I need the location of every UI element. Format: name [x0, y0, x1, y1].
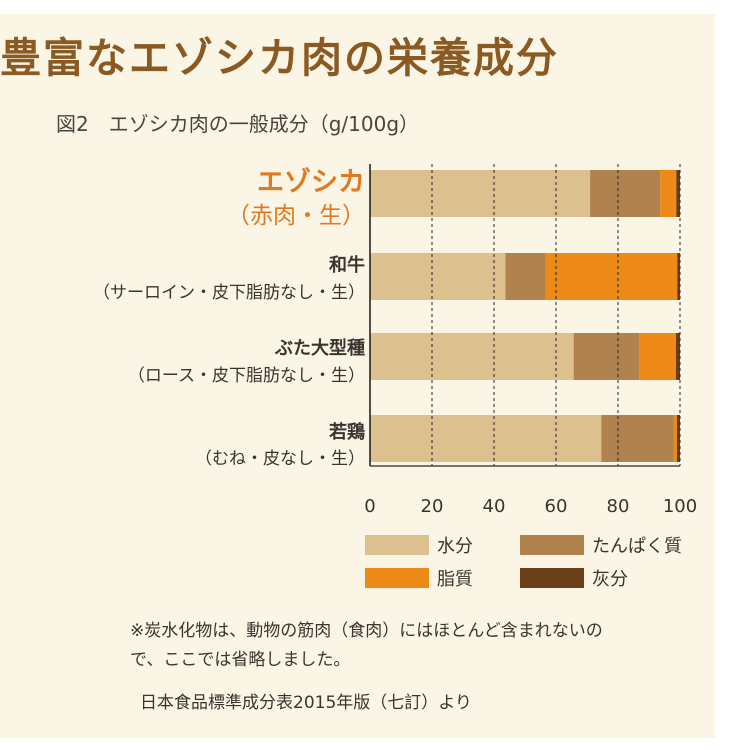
footnote-line-2: で、ここでは省略しました。: [130, 650, 351, 670]
row-label-chicken: 若鶏: [329, 422, 365, 443]
bar-segment-0-3: [676, 170, 680, 217]
bar-segment-2-1: [573, 333, 640, 380]
x-tick-label-0: 0: [364, 496, 375, 517]
bar-segment-1-1: [505, 253, 546, 300]
x-tick-label-60: 60: [545, 496, 568, 517]
bar-segment-0-2: [660, 170, 677, 217]
bar-segment-1-2: [545, 253, 678, 300]
legend-swatch-fat: [365, 568, 429, 588]
source-note: 日本食品標準成分表2015年版（七訂）より: [140, 693, 472, 713]
row-label-deer: エゾシカ: [257, 167, 365, 198]
bar-segment-2-0: [370, 333, 574, 380]
legend-label-water: 水分: [437, 536, 473, 557]
bar-segment-1-3: [677, 253, 680, 300]
legend-swatch-protein: [520, 535, 584, 555]
bar-segment-3-1: [601, 415, 674, 462]
bar-segment-3-3: [676, 415, 680, 462]
row-sublabel-deer: （赤肉・生）: [227, 203, 365, 229]
legend-swatch-ash: [520, 568, 584, 588]
bar-segment-0-0: [370, 170, 591, 217]
row-label-pork: ぶた大型種: [275, 338, 365, 359]
tick-layer: 0 20 40 60 80 100: [364, 164, 697, 517]
page-title: 豊富なエゾシカ肉の栄養成分: [0, 34, 559, 82]
x-tick-label-100: 100: [663, 496, 697, 517]
row-sublabel-wagyu: （サーロイン・皮下脂肪なし・生）: [93, 283, 365, 303]
legend-label-fat: 脂質: [437, 569, 473, 590]
x-tick-label-40: 40: [483, 496, 506, 517]
bar-layer: [370, 170, 680, 462]
bar-segment-1-0: [370, 253, 506, 300]
row-label-wagyu: 和牛: [329, 255, 365, 276]
bar-segment-2-2: [639, 333, 676, 380]
x-tick-label-80: 80: [607, 496, 630, 517]
row-sublabel-pork: （ロース・皮下脂肪なし・生）: [127, 366, 365, 386]
bar-segment-2-3: [675, 333, 680, 380]
bar-segment-3-0: [370, 415, 602, 462]
bar-segment-3-2: [673, 415, 677, 462]
legend-label-protein: たんぱく質: [592, 536, 682, 557]
figure-title: 図2 エゾシカ肉の一般成分（g/100g）: [56, 112, 420, 136]
bar-segment-0-1: [590, 170, 661, 217]
x-tick-label-20: 20: [421, 496, 444, 517]
footnote-line-1: ※炭水化物は、動物の筋肉（食肉）にはほとんど含まれないの: [130, 621, 603, 641]
legend-label-ash: 灰分: [592, 569, 628, 590]
row-sublabel-chicken: （むね・皮なし・生）: [195, 449, 365, 469]
legend-swatch-water: [365, 535, 429, 555]
